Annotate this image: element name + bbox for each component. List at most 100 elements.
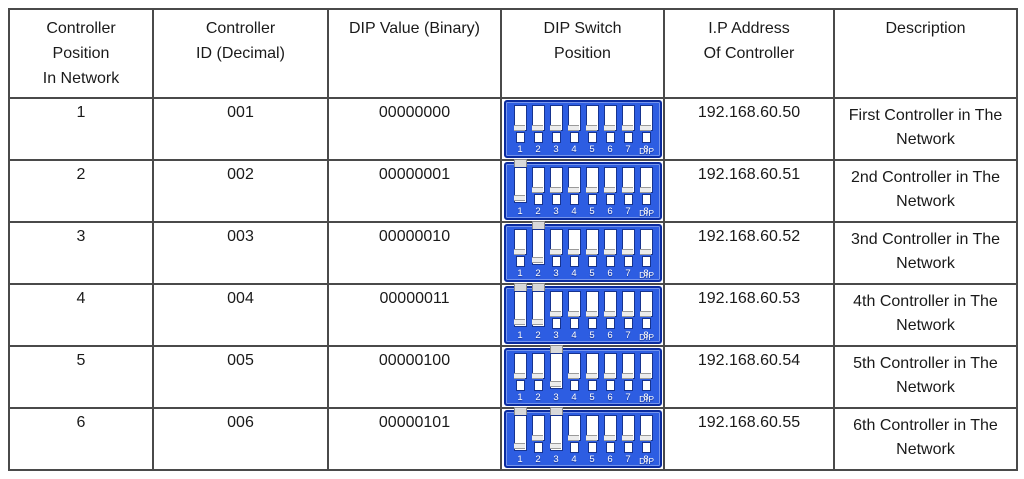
dip-switch-number: 7: [625, 144, 631, 156]
dip-switch-number: 3: [553, 268, 559, 280]
dip-slot-6-off: [603, 415, 617, 455]
dip-slider-band: [639, 435, 651, 442]
dip-switch-number: 1: [517, 268, 523, 280]
dip-slot-6-off: [603, 167, 617, 207]
dip-slot-stub: [623, 194, 633, 206]
dip-slot-stub: [641, 132, 651, 144]
dip-switch-number: 6: [607, 392, 613, 404]
cell-description: 3nd Controller in The Network: [833, 221, 1018, 286]
dip-slider-band: [531, 373, 543, 380]
dip-switch-slider: [513, 291, 527, 328]
dip-switch-number: 2: [535, 392, 541, 404]
dip-slider-band: [621, 249, 633, 256]
dip-slider-band: [513, 319, 525, 326]
dip-slider-band: [549, 187, 561, 194]
dip-slot-stub: [569, 442, 579, 454]
dip-slot-3-on: [549, 407, 563, 455]
cell-ip-address: 192.168.60.54: [663, 345, 835, 410]
cell-dip-binary: 00000010: [327, 221, 502, 286]
dip-slider-band: [531, 125, 543, 132]
cell-dip-switch: 1 2 3 4 5 6 7 8 DIP: [500, 159, 665, 224]
dip-slot-4-off: [567, 167, 581, 207]
dip-slot-stub: [623, 442, 633, 454]
header-description: Description: [833, 7, 1018, 100]
dip-slider-band: [639, 373, 651, 380]
dip-slot-stub: [605, 132, 615, 144]
dip-slot-stub: [551, 132, 561, 144]
dip-switch-number: 8: [643, 268, 649, 280]
dip-slider-band: [531, 257, 543, 264]
dip-slot-3-off: [549, 291, 563, 331]
dip-slot-1-off: [513, 105, 527, 145]
cell-dip-switch: 1 2 3 4 5 6 7 8 DIP: [500, 283, 665, 348]
dip-slot-7-off: [621, 291, 635, 331]
dip-slot-stub: [569, 256, 579, 268]
dip-switch-number: 4: [571, 144, 577, 156]
dip-slot-stub: [605, 318, 615, 330]
dip-slot-2-on: [531, 221, 545, 269]
dip-slot-stub: [641, 318, 651, 330]
dip-switch-number: 7: [625, 454, 631, 466]
dip-slot-2-on: [531, 283, 545, 331]
dip-switch-number: 8: [643, 144, 649, 156]
cell-controller-id: 001: [152, 97, 329, 162]
dip-slot-3-off: [549, 229, 563, 269]
dip-slot-4-off: [567, 229, 581, 269]
dip-switch-module: 1 2 3 4 5 6 7 8 DIP: [503, 345, 662, 407]
table-header-row: Controller Position In Network Controlle…: [8, 7, 1018, 100]
cell-controller-id: 002: [152, 159, 329, 224]
dip-brand-label: DIP: [639, 146, 655, 157]
dip-switch-number: 2: [535, 206, 541, 218]
dip-slot-stub: [641, 194, 651, 206]
dip-slot-stub: [551, 194, 561, 206]
dip-brand-label: DIP: [639, 270, 655, 281]
cell-ip-address: 192.168.60.52: [663, 221, 835, 286]
dip-slot-stub: [587, 380, 597, 392]
dip-switch-slider: [513, 415, 527, 452]
cell-description: 5th Controller in The Network: [833, 345, 1018, 410]
dip-slider-band: [585, 373, 597, 380]
dip-switch-number: 2: [535, 144, 541, 156]
dip-slider-band: [621, 435, 633, 442]
dip-switch-number: 8: [643, 206, 649, 218]
cell-ip-address: 192.168.60.55: [663, 407, 835, 472]
dip-switch-slider: [549, 353, 563, 390]
dip-slot-8-off: [639, 229, 653, 269]
dip-slider-band: [621, 125, 633, 132]
dip-slot-stub: [641, 256, 651, 268]
dip-brand-label: DIP: [639, 332, 655, 343]
dip-slider-band: [513, 249, 525, 256]
dip-slider-band: [639, 187, 651, 194]
cell-position: 1: [8, 97, 154, 162]
header-dip-value-binary: DIP Value (Binary): [327, 7, 502, 100]
dip-slot-7-off: [621, 415, 635, 455]
dip-slot-1-on: [513, 283, 527, 331]
cell-dip-binary: 00000100: [327, 345, 502, 410]
dip-slot-stub: [515, 380, 525, 392]
dip-slot-7-off: [621, 229, 635, 269]
dip-brand-label: DIP: [639, 394, 655, 405]
dip-switch-number: 1: [517, 392, 523, 404]
dip-slider-band: [531, 319, 543, 326]
cell-position: 5: [8, 345, 154, 410]
dip-switch-module: 1 2 3 4 5 6 7 8 DIP: [503, 100, 662, 159]
dip-switch-module: 1 2 3 4 5 6 7 8 DIP: [503, 283, 662, 345]
dip-switch-number: 3: [553, 454, 559, 466]
dip-slot-2-off: [531, 353, 545, 393]
dip-switch-number: 1: [517, 206, 523, 218]
dip-slider-band: [567, 435, 579, 442]
dip-switch-cap: [531, 283, 545, 292]
dip-switch-number: 7: [625, 268, 631, 280]
dip-slot-8-off: [639, 353, 653, 393]
dip-switch-number: 3: [553, 144, 559, 156]
cell-controller-id: 006: [152, 407, 329, 472]
table-row: 6 006 00000101 1 2 3 4 5 6 7 8 DIP 192.168.60.55…: [8, 407, 1018, 472]
dip-slot-2-off: [531, 167, 545, 207]
dip-slot-stub: [551, 256, 561, 268]
table-row: 1 001 00000000 1 2 3 4 5 6 7 8 DIP 192.168.60.50…: [8, 97, 1018, 162]
cell-position: 6: [8, 407, 154, 472]
dip-slot-8-off: [639, 167, 653, 207]
dip-switch-number: 1: [517, 454, 523, 466]
dip-slot-3-off: [549, 167, 563, 207]
dip-switch-number: 4: [571, 206, 577, 218]
